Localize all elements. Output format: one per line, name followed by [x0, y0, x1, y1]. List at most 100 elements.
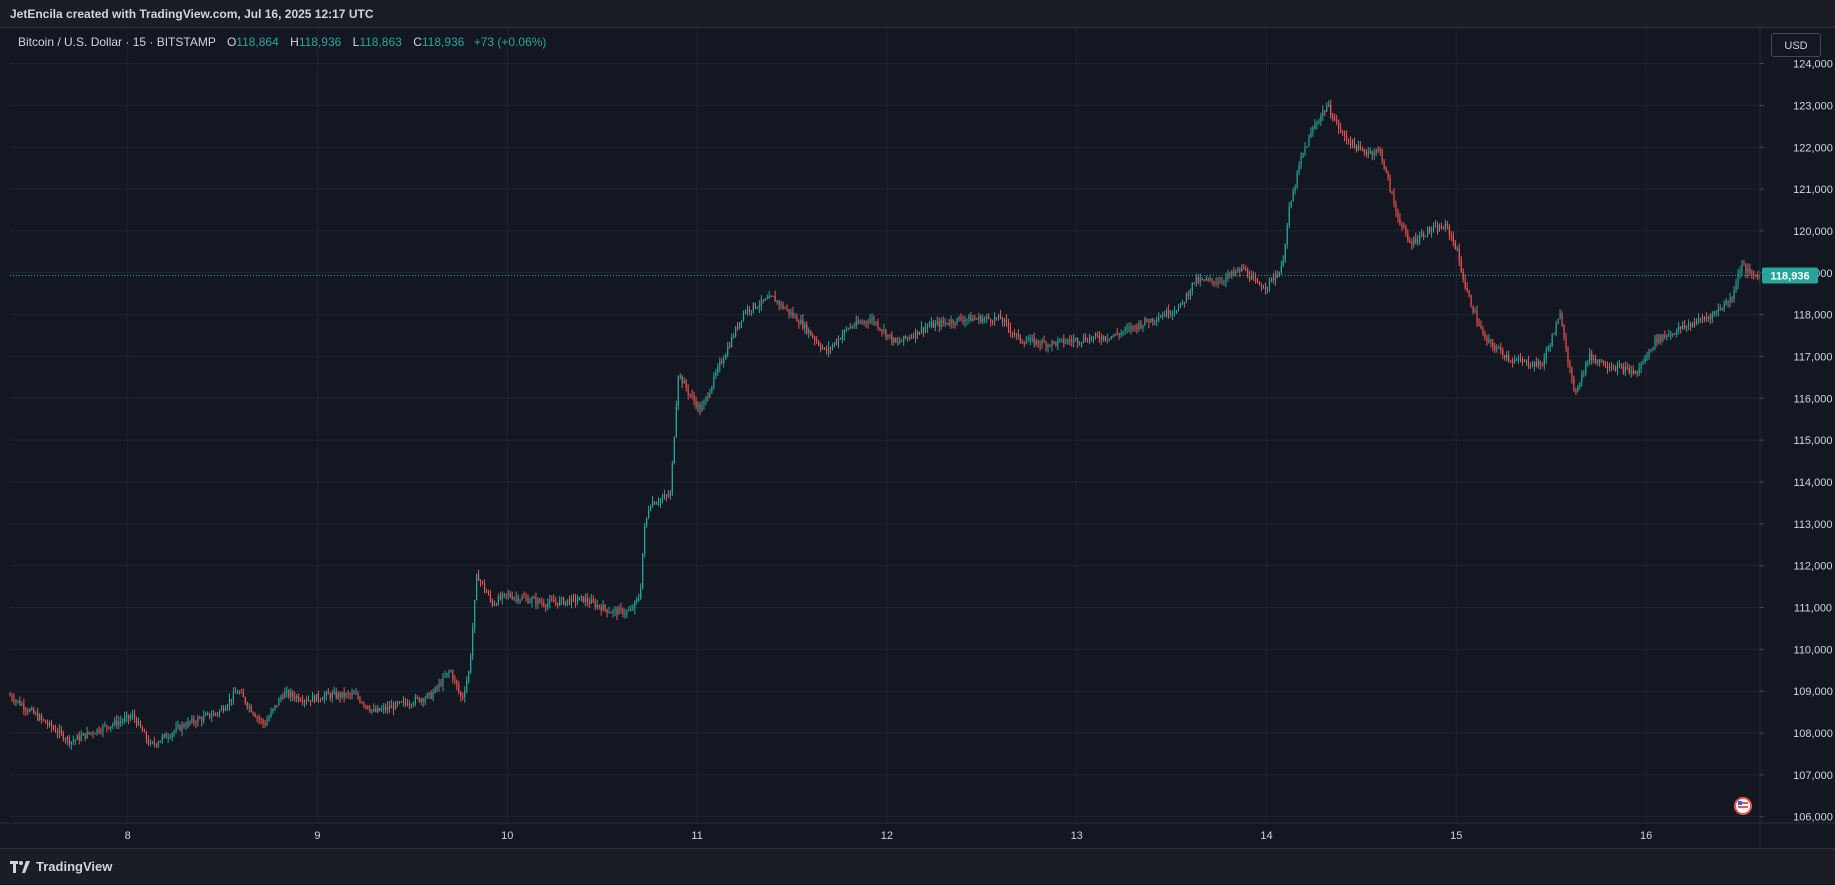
candle — [1684, 320, 1686, 330]
candle — [1682, 321, 1684, 330]
candle — [1051, 339, 1053, 352]
candle — [1393, 188, 1395, 208]
candle — [201, 716, 203, 727]
candle — [1591, 349, 1593, 365]
candle — [1719, 304, 1721, 311]
candle — [1660, 334, 1662, 345]
candle — [266, 715, 268, 726]
candle — [1278, 271, 1280, 278]
candle — [442, 673, 444, 692]
candle — [626, 609, 628, 619]
candle — [1731, 296, 1733, 303]
candle — [294, 691, 296, 703]
price-chart[interactable]: 106,000 107,000 108,000 109,000 110,000 111,0… — [0, 28, 1835, 848]
candle — [837, 335, 840, 349]
candle — [349, 692, 351, 700]
candle — [1373, 148, 1375, 160]
candle — [1164, 310, 1166, 317]
candle — [968, 314, 970, 324]
chart-grid — [10, 28, 1760, 823]
candle — [802, 313, 804, 331]
candle — [547, 598, 549, 611]
candle — [216, 712, 219, 718]
open-label: O — [226, 35, 237, 49]
candle — [1642, 359, 1644, 365]
candle — [1336, 114, 1338, 126]
candle — [679, 372, 681, 380]
candle — [1634, 370, 1636, 375]
candle — [1733, 286, 1735, 303]
candle — [1587, 359, 1589, 367]
time-tick-label: 8 — [125, 830, 131, 842]
time-tick-label: 11 — [691, 830, 702, 842]
candle — [495, 602, 497, 607]
candle — [98, 726, 100, 735]
candle — [74, 738, 76, 746]
candle — [988, 313, 990, 320]
candle — [873, 315, 875, 326]
candle — [865, 320, 867, 328]
candle — [1399, 212, 1401, 226]
candle — [1219, 276, 1221, 284]
candle — [1256, 277, 1259, 284]
candle — [104, 721, 106, 728]
candle — [272, 708, 274, 715]
candle — [1251, 270, 1253, 280]
candle — [1577, 384, 1579, 393]
candle — [246, 701, 248, 710]
chart-area[interactable]: 106,000 107,000 108,000 109,000 110,000 111,0… — [0, 28, 1835, 848]
price-tick-label: 116,000 — [1794, 393, 1833, 405]
candle — [1328, 100, 1330, 108]
candle — [155, 742, 157, 748]
candle — [1379, 146, 1381, 156]
candle — [1423, 231, 1425, 241]
candle — [673, 436, 675, 465]
candle — [1628, 364, 1630, 375]
candle — [205, 711, 207, 717]
candle — [80, 730, 82, 742]
time-tick-label: 14 — [1260, 830, 1272, 842]
candle — [220, 704, 223, 712]
candle — [1565, 332, 1567, 352]
candle — [1434, 220, 1437, 228]
price-tick-label: 108,000 — [1793, 728, 1833, 740]
candle — [861, 319, 863, 325]
candle — [122, 717, 124, 726]
currency-button[interactable]: USD — [1771, 33, 1821, 57]
candle — [1177, 304, 1180, 312]
candle — [1365, 148, 1367, 158]
candle — [375, 705, 377, 713]
candle — [972, 314, 974, 322]
candle — [1391, 190, 1393, 195]
symbol-legend: Bitcoin / U.S. Dollar · 15 · BITSTAMP O1… — [18, 35, 546, 49]
attribution-bar: JetEncila created with TradingView.com, … — [0, 0, 1835, 28]
candle — [120, 715, 122, 727]
candle — [282, 692, 284, 701]
candle — [46, 719, 49, 729]
candle — [1021, 339, 1023, 344]
candle — [816, 336, 818, 345]
price-tick-label: 123,000 — [1793, 100, 1833, 112]
tradingview-logo-icon[interactable] — [10, 860, 30, 873]
candle — [651, 496, 654, 508]
price-tick-label: 117,000 — [1794, 351, 1833, 363]
candle — [1397, 208, 1399, 223]
candle — [926, 323, 928, 333]
candle — [598, 604, 600, 610]
candle — [157, 740, 159, 749]
candle — [187, 717, 189, 729]
candle — [1697, 313, 1700, 325]
candle — [1490, 338, 1492, 348]
candle — [954, 320, 956, 329]
candle — [1276, 270, 1278, 279]
candle — [606, 608, 608, 618]
candle — [35, 711, 37, 716]
candle — [131, 710, 134, 720]
candle — [1636, 370, 1638, 378]
candle — [1419, 231, 1421, 245]
candle — [183, 722, 185, 729]
candle — [1294, 184, 1296, 195]
candle — [564, 600, 567, 607]
candle — [1508, 350, 1510, 363]
candle — [191, 714, 193, 725]
